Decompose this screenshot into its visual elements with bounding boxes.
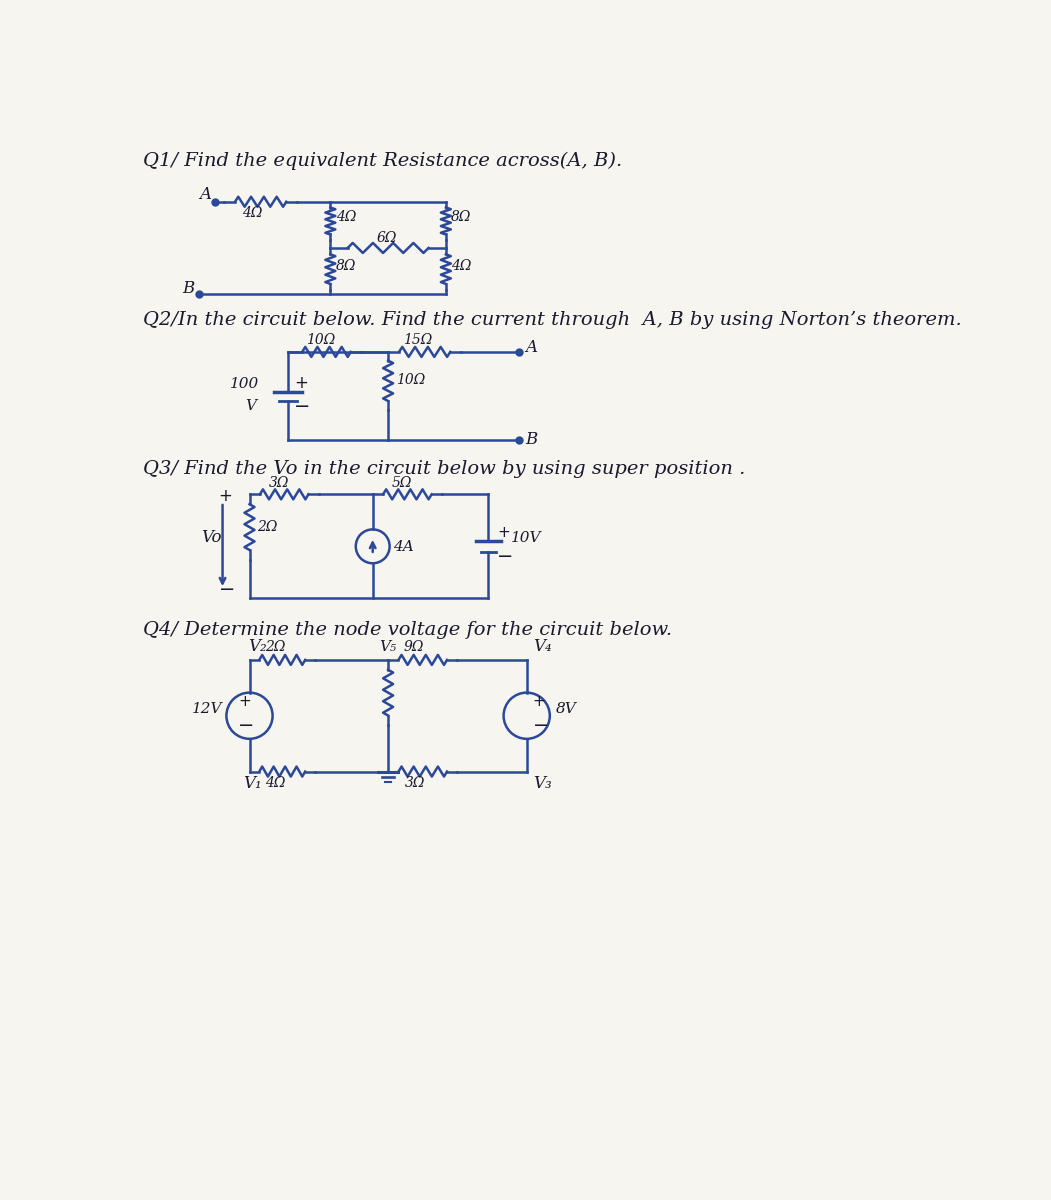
Text: Q1/ Find the equivalent Resistance across(A, B).: Q1/ Find the equivalent Resistance acros…	[143, 151, 622, 169]
Text: 8V: 8V	[556, 702, 577, 716]
Text: −: −	[294, 396, 310, 415]
Text: 10Ω: 10Ω	[396, 373, 425, 388]
Text: V₁: V₁	[244, 775, 262, 792]
Text: +: +	[533, 695, 545, 709]
Text: V₅: V₅	[378, 640, 396, 654]
Text: 10−Ω: 10−Ω	[306, 358, 337, 367]
Text: 3Ω: 3Ω	[405, 776, 426, 790]
Text: A: A	[526, 338, 537, 356]
Text: A: A	[200, 186, 211, 203]
Text: 5Ω: 5Ω	[392, 475, 412, 490]
Text: 3Ω: 3Ω	[269, 475, 289, 490]
Text: Q2/In the circuit below. Find the current through  A, B by using Norton’s theore: Q2/In the circuit below. Find the curren…	[143, 311, 962, 329]
Text: +: +	[238, 695, 251, 709]
Text: 8Ω: 8Ω	[451, 210, 472, 224]
Text: 12V: 12V	[191, 702, 222, 716]
Text: −: −	[238, 716, 254, 736]
Text: V₄: V₄	[533, 637, 552, 655]
Text: +: +	[219, 486, 232, 504]
Text: 4Ω: 4Ω	[242, 206, 262, 220]
Text: +: +	[497, 526, 510, 540]
Text: V₃: V₃	[533, 775, 552, 792]
Text: 4A: 4A	[393, 540, 413, 554]
Text: 100: 100	[230, 378, 260, 391]
Text: 10V: 10V	[511, 532, 542, 546]
Text: Q3/ Find the Vo in the circuit below by using super position .: Q3/ Find the Vo in the circuit below by …	[143, 460, 745, 478]
Text: 2Ω: 2Ω	[265, 640, 285, 654]
Text: 4Ω: 4Ω	[451, 258, 472, 272]
Text: B: B	[526, 431, 537, 449]
Text: +: +	[294, 374, 308, 392]
Text: B: B	[183, 280, 194, 296]
Text: 15Ω: 15Ω	[404, 334, 433, 347]
Text: 6Ω: 6Ω	[376, 230, 397, 245]
Text: −: −	[533, 716, 550, 736]
Text: 9Ω: 9Ω	[404, 640, 424, 654]
Text: −: −	[497, 547, 514, 565]
Text: 10Ω: 10Ω	[306, 334, 335, 347]
Text: V: V	[246, 400, 256, 413]
Text: Vo: Vo	[201, 529, 222, 546]
Text: 2Ω: 2Ω	[257, 521, 277, 534]
Text: 4Ω: 4Ω	[335, 210, 356, 224]
Text: 8Ω: 8Ω	[335, 258, 356, 272]
Text: −: −	[219, 581, 235, 599]
Text: 4Ω: 4Ω	[265, 776, 285, 790]
Text: Q4/ Determine the node voltage for the circuit below.: Q4/ Determine the node voltage for the c…	[143, 622, 673, 640]
Text: V₂: V₂	[248, 637, 267, 655]
